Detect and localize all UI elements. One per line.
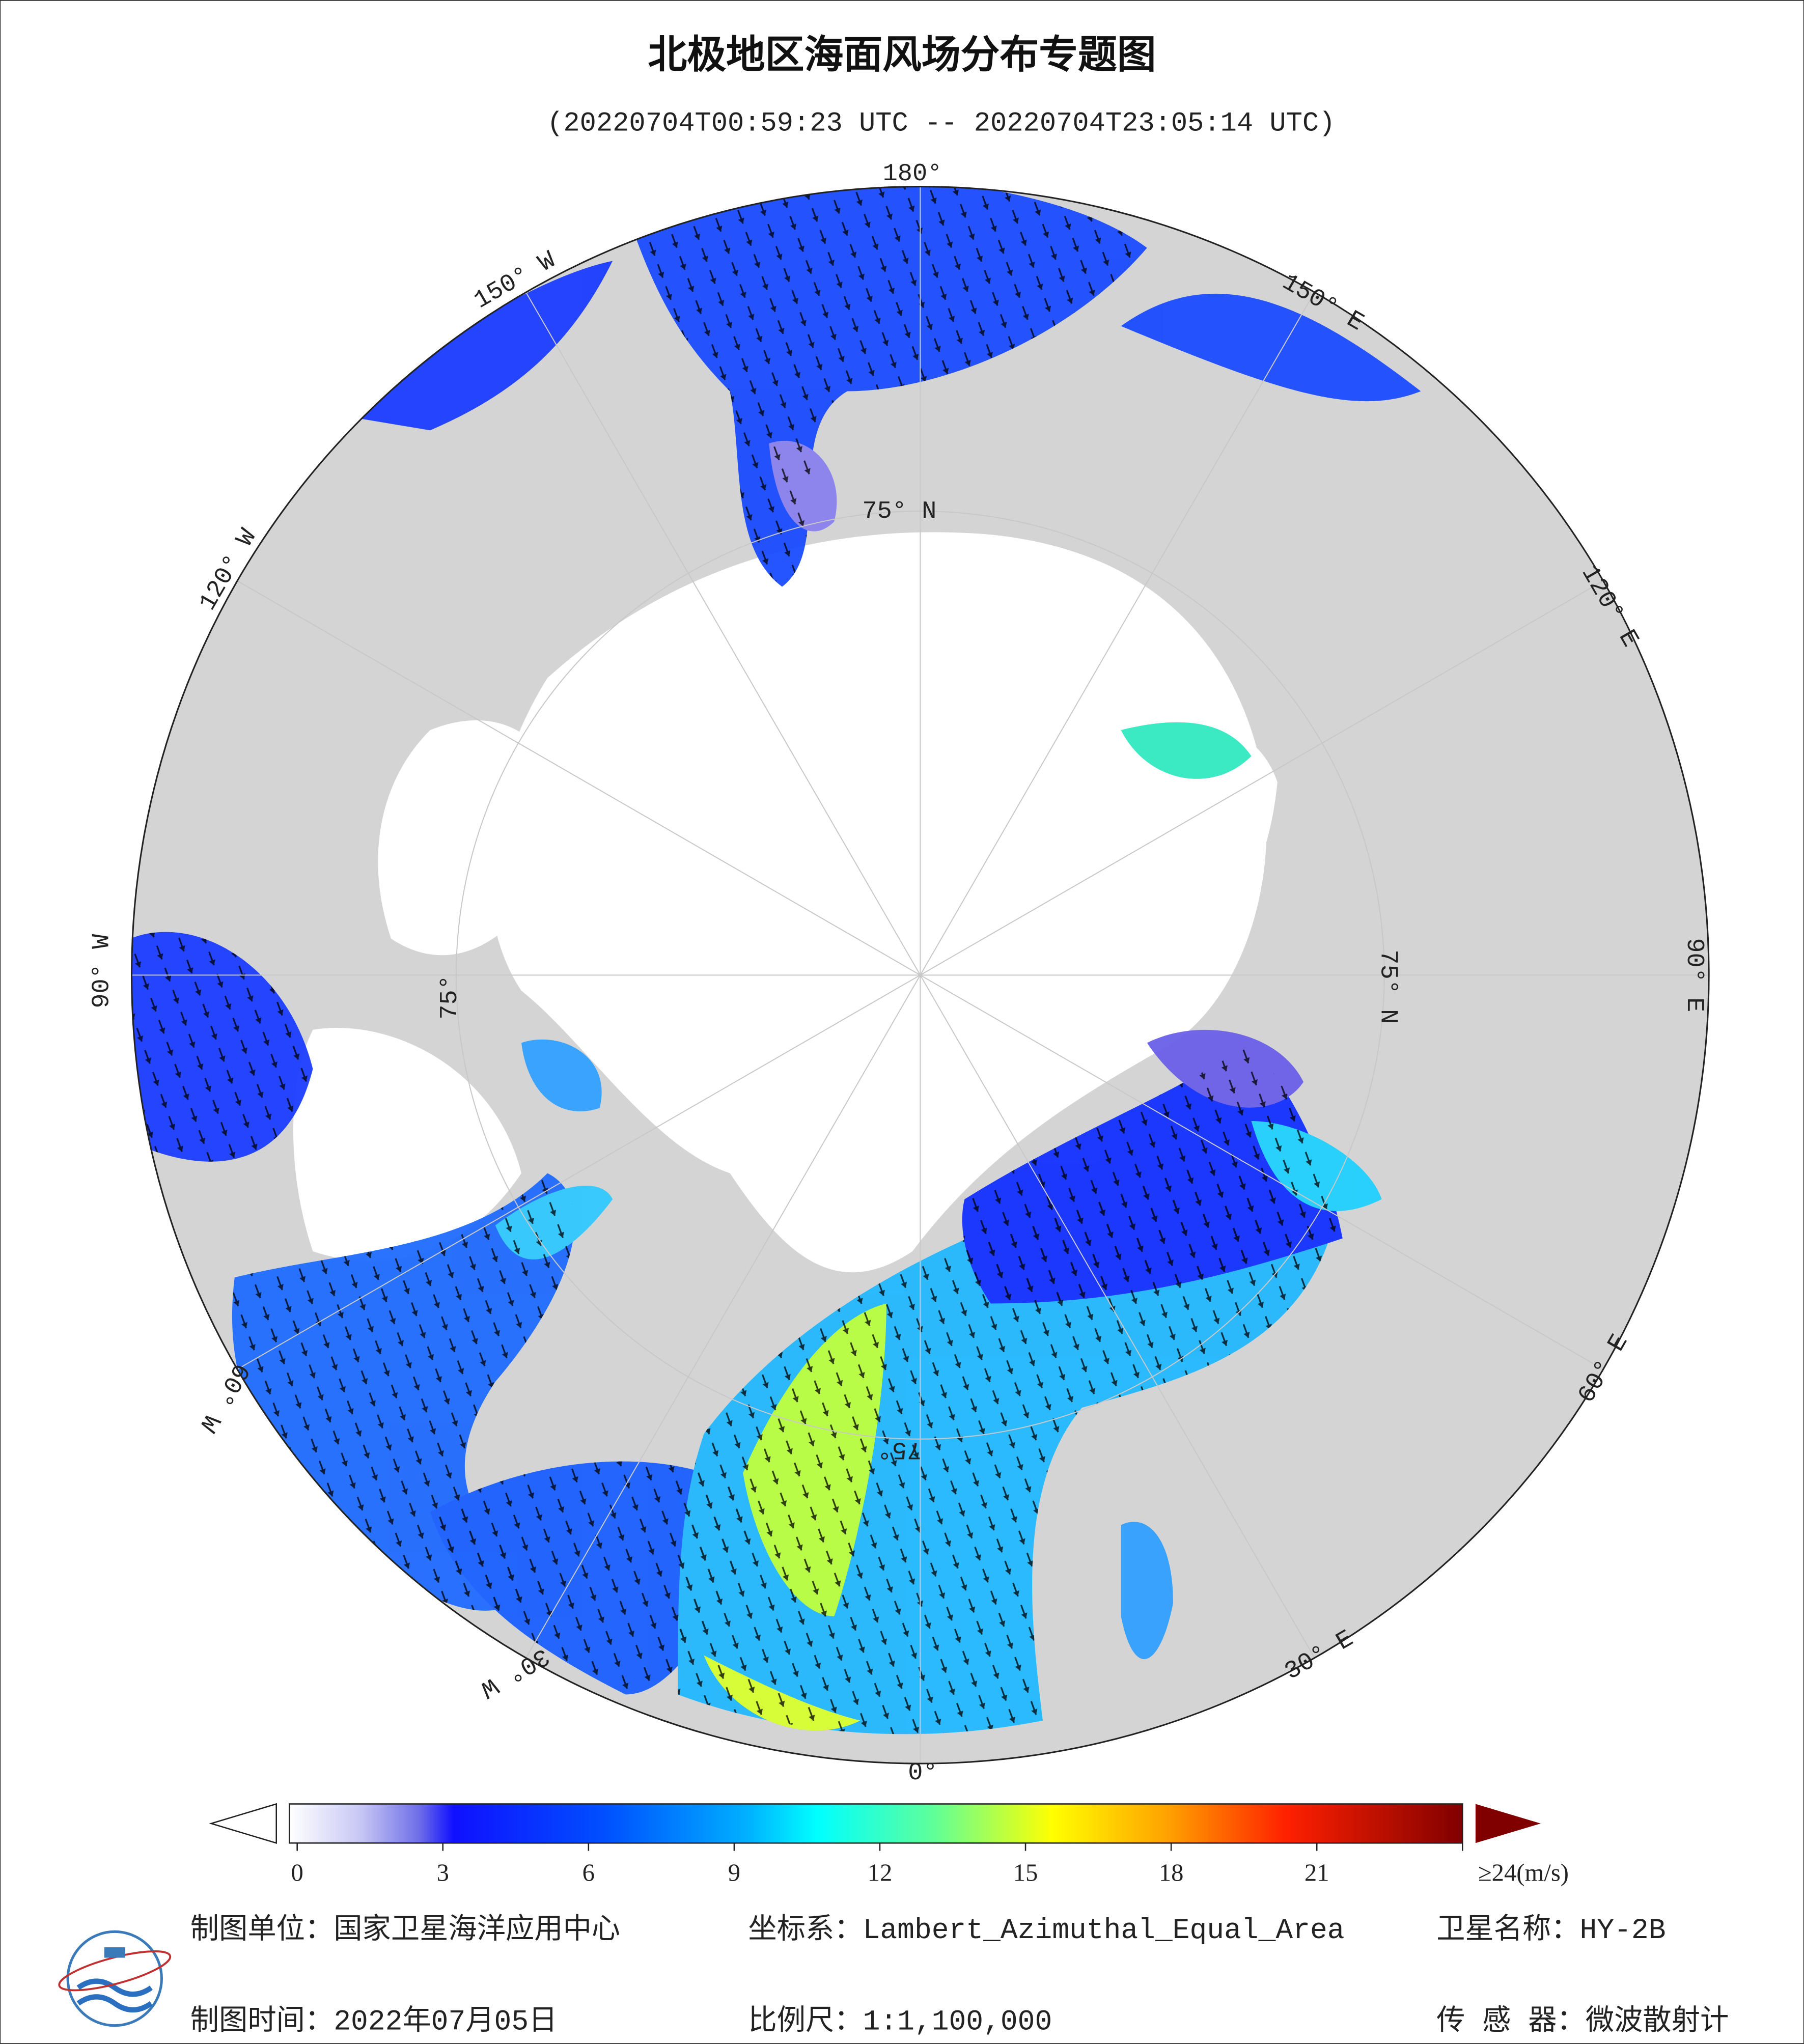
latitude-label: 75° N bbox=[1374, 949, 1402, 1024]
map-border bbox=[131, 186, 1710, 1765]
colorbar-tick-label: 21 bbox=[1305, 1859, 1329, 1887]
longitude-label: 90° E bbox=[1680, 938, 1708, 1012]
colorbar-tick-label: 6 bbox=[582, 1859, 595, 1887]
wind-swath bbox=[1121, 722, 1252, 779]
colorbar-tick-label: 15 bbox=[1013, 1859, 1038, 1887]
colorbar-bar bbox=[289, 1803, 1463, 1844]
logo bbox=[58, 1930, 172, 2027]
colorbar-tick-label: 18 bbox=[1159, 1859, 1184, 1887]
longitude-label: 0° bbox=[908, 1759, 937, 1787]
longitude-label: 180° bbox=[883, 160, 942, 188]
subtitle: (20220704T00:59:23 UTC -- 20220704T23:05… bbox=[547, 108, 1335, 139]
meridian bbox=[920, 974, 1315, 1659]
colorbar-tick-label: 3 bbox=[437, 1859, 449, 1887]
colorbar-tick-label: ≥24(m/s) bbox=[1478, 1859, 1569, 1887]
footer-unit: 制图单位：国家卫星海洋应用中心 bbox=[190, 1913, 620, 1947]
footer-satellite: 卫星名称：HY-2B bbox=[1436, 1913, 1666, 1947]
map-disc bbox=[131, 186, 1709, 1764]
footer-date: 制图时间：2022年07月05日 bbox=[190, 2004, 558, 2038]
wind-swath bbox=[1121, 293, 1421, 402]
wind-swath bbox=[1121, 1522, 1173, 1659]
wind-swath bbox=[352, 261, 613, 431]
footer-scale: 比例尺：1:1,100,000 bbox=[748, 2004, 1052, 2038]
colorbar-over bbox=[1475, 1804, 1541, 1843]
colorbar: 0 3 6 9 12 15 18 21 ≥24(m/s) bbox=[209, 1803, 1569, 1887]
latitude-label: 75° bbox=[436, 975, 464, 1020]
colorbar-under bbox=[209, 1803, 277, 1844]
meridian bbox=[237, 580, 921, 976]
siberian-water bbox=[1065, 719, 1278, 945]
longitude-label: 90° W bbox=[88, 934, 116, 1009]
colorbar-tick-label: 9 bbox=[728, 1859, 740, 1887]
meridian bbox=[920, 292, 1315, 975]
latitude-label: 75° N bbox=[862, 497, 936, 525]
title: 北极地区海面风场分布专题图 bbox=[648, 33, 1156, 77]
latitude-label: 75° bbox=[877, 1435, 922, 1463]
graticule bbox=[131, 186, 1709, 1764]
meridian bbox=[525, 292, 921, 975]
baffin-water bbox=[293, 1027, 521, 1262]
meridian bbox=[525, 974, 921, 1659]
meridian bbox=[920, 580, 1604, 976]
meridian bbox=[237, 974, 921, 1370]
meridian bbox=[920, 974, 1604, 1370]
archipelago-water bbox=[378, 720, 574, 956]
footer-coord: 坐标系：Lambert_Azimuthal_Equal_Area bbox=[748, 1913, 1344, 1947]
colorbar-tick-label: 12 bbox=[868, 1859, 893, 1887]
wind-swath bbox=[521, 1039, 602, 1111]
colorbar-tick-label: 0 bbox=[291, 1859, 303, 1887]
footer-sensor: 传 感 器：微波散射计 bbox=[1436, 2004, 1729, 2038]
